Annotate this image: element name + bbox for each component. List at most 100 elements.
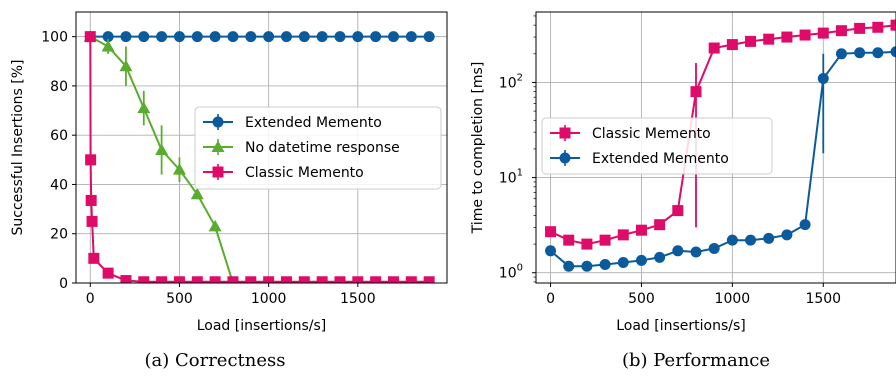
data-point [120,275,132,283]
data-point [209,276,221,283]
data-point [654,251,666,263]
y-tick-label: 20 [50,227,68,243]
data-point [191,31,203,43]
data-point [654,219,666,231]
data-point [799,29,811,41]
data-point [263,276,275,283]
axes-frame [535,11,896,284]
legend-entry: No datetime response [203,139,400,156]
data-point [872,47,884,59]
series-classic-memento [545,19,896,250]
y-tick-label: 100 [499,263,523,282]
data-point [617,229,629,241]
data-point [88,252,100,264]
series-extended-memento [545,46,896,272]
x-tick-label: 1500 [340,291,376,307]
data-point [599,234,611,246]
data-point [817,27,829,39]
data-point [155,143,169,155]
data-point [581,260,593,272]
series-extended-memento [84,31,435,43]
data-point [138,31,150,43]
caption-performance: (b) Performance [621,350,771,371]
data-point [85,194,97,206]
legend-entry: Extended Memento [203,114,382,131]
data-point [890,46,896,58]
data-point [387,31,399,43]
data-point [817,73,829,85]
data-point [102,267,114,279]
data-point [280,276,292,283]
x-tick-label: 500 [628,291,655,307]
data-point [352,31,364,43]
data-point [352,276,364,283]
y-ticks: 0 20 40 60 80 100 [41,30,76,292]
data-point [423,276,435,283]
data-point [172,163,186,175]
data-point [763,232,775,244]
data-point [799,219,811,231]
data-point [334,276,346,283]
data-point [854,22,866,34]
data-point [245,31,257,43]
data-point [120,31,132,43]
data-point [137,101,151,114]
data-point [617,257,629,269]
data-point [227,31,239,43]
data-point [563,234,575,246]
data-point [890,19,896,31]
data-point [781,229,793,241]
x-axis-label: Load [insertions/s] [616,318,746,334]
data-point [599,259,611,271]
series-layer [545,19,896,272]
data-point [690,246,702,258]
legend-label: Classic Memento [245,165,364,181]
data-point [209,31,221,43]
x-ticks: 0 500 1000 1500 [86,283,376,307]
data-point [316,31,328,43]
y-tick-label: 40 [50,177,68,193]
series-no-datetime-response [83,30,237,283]
series-classic-memento [84,31,435,283]
x-ticks: 0 500 1000 1500 [546,283,841,307]
data-point [672,205,684,217]
data-point [370,31,382,43]
legend: Extended Memento No datetime response Clas… [194,106,442,190]
data-point [86,215,98,227]
data-point [763,33,775,45]
legend-box [541,117,773,175]
data-point [173,31,185,43]
data-point [245,276,257,283]
chart-panel-correctness: 0 500 1000 1500 0 20 40 60 80 100 Load [insertions… [10,11,448,334]
data-point [405,31,417,43]
legend-label: No datetime response [245,140,400,156]
data-point [563,260,575,272]
data-point [138,276,150,283]
data-point [370,276,382,283]
legend-marker [559,152,571,164]
y-tick-label: 100 [41,30,68,46]
data-point [191,276,203,283]
data-point [708,42,720,54]
legend-label: Extended Memento [245,115,382,131]
y-tick-label: 60 [50,128,68,144]
legend-marker [212,166,224,178]
data-point [173,276,185,283]
data-point [101,39,115,52]
x-tick-label: 0 [546,291,555,307]
data-point [84,31,96,43]
y-tick-label: 102 [499,72,523,91]
data-point [102,31,114,43]
data-point [726,39,738,51]
data-point [334,31,346,43]
legend-marker [211,140,225,152]
y-tick-label: 80 [50,79,68,95]
data-point [387,276,399,283]
data-point [156,31,168,43]
data-point [280,31,292,43]
legend-entry: Extended Memento [550,150,729,167]
data-point [263,31,275,43]
caption-correctness: (a) Correctness [144,350,286,371]
data-point [635,254,647,266]
